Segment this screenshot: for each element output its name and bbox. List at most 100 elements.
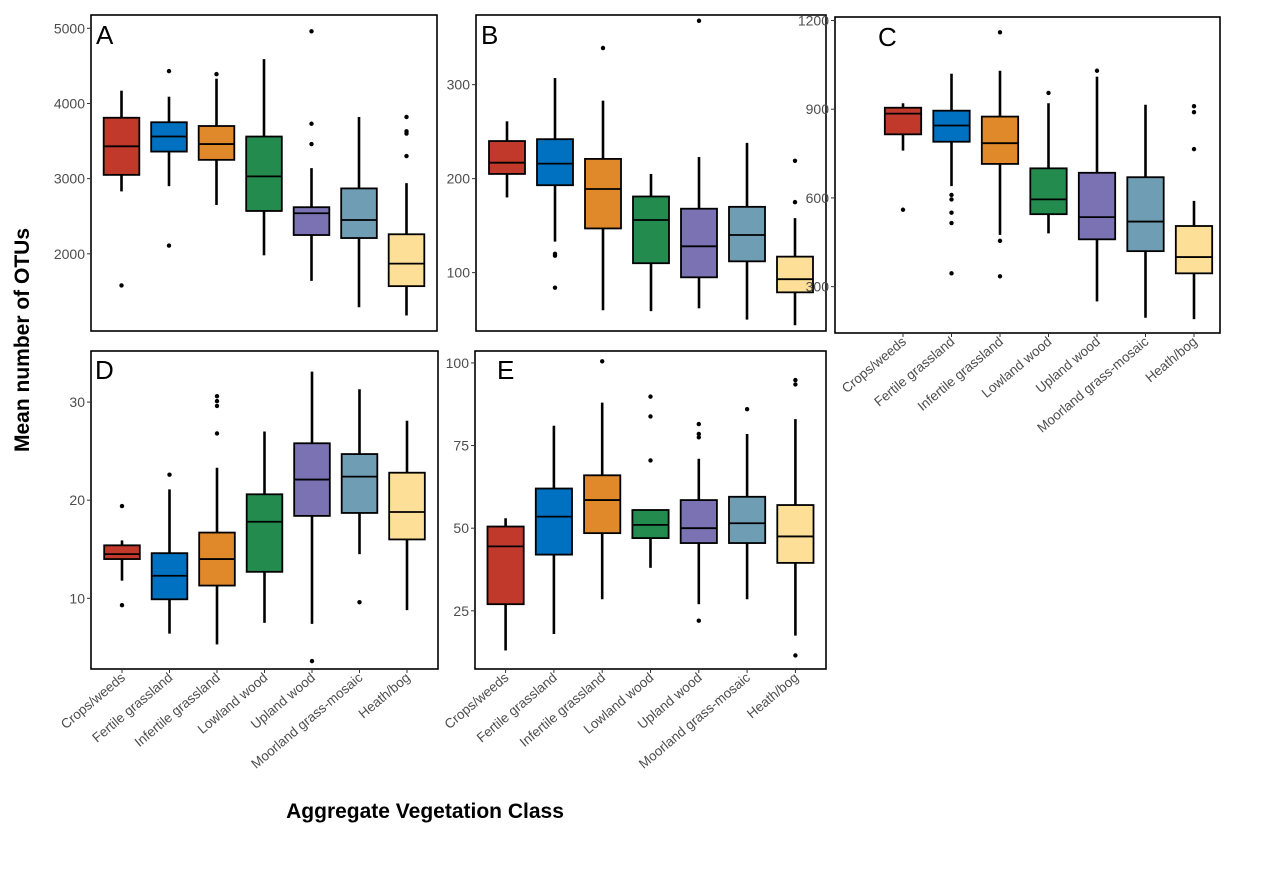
panel-letter-c: C (878, 22, 897, 52)
outlier-point (309, 29, 314, 34)
box-c-2 (932, 73, 971, 276)
y-tick-label: 1200 (798, 12, 829, 28)
outlier-point (949, 271, 954, 276)
box-iqr (387, 233, 426, 288)
outlier-point (600, 359, 605, 364)
box-iqr (1029, 167, 1068, 216)
outlier-point (404, 114, 409, 120)
y-tick-label: 25 (453, 603, 469, 619)
outlier-point (119, 503, 125, 509)
outlier-point (696, 421, 701, 427)
box-e-4 (631, 394, 670, 568)
outlier-point (696, 435, 701, 440)
box-d-6 (340, 389, 379, 605)
outlier-point (696, 618, 701, 623)
y-tick-label: 3000 (54, 171, 85, 187)
box-iqr (245, 135, 283, 212)
outlier-point (1191, 146, 1197, 152)
box-iqr (340, 187, 378, 239)
outlier-point (357, 600, 362, 605)
outlier-point (214, 431, 220, 436)
box-a-5 (292, 29, 331, 281)
y-tick-label: 4000 (54, 95, 85, 111)
y-tick-label: 900 (806, 101, 830, 117)
outlier-point (552, 251, 558, 257)
outlier-point (997, 30, 1003, 35)
x-tick-label: Fertile grassland (89, 670, 175, 746)
box-iqr (583, 474, 622, 535)
y-tick-label: 75 (453, 438, 469, 454)
x-tick-label: Infertile grassland (517, 670, 608, 750)
y-tick-label: 100 (446, 355, 470, 371)
box-e-3 (583, 359, 622, 600)
box-c-5 (1077, 68, 1117, 302)
box-a-6 (340, 116, 378, 308)
box-iqr (679, 499, 718, 544)
box-a-4 (245, 59, 283, 256)
box-iqr (776, 255, 814, 294)
box-iqr (584, 158, 622, 230)
box-e-7 (776, 377, 815, 658)
panel-letter-e: E (497, 355, 514, 385)
outlier-point (309, 121, 314, 126)
outlier-point (997, 274, 1003, 279)
outlier-point (793, 653, 798, 658)
outlier-point (648, 458, 653, 463)
y-tick-label: 300 (447, 77, 471, 93)
y-tick-label: 20 (69, 492, 85, 508)
outlier-point (214, 71, 219, 77)
panel-letter-d: D (95, 355, 114, 385)
x-tick-label: Fertile grassland (474, 670, 560, 746)
outlier-point (404, 129, 409, 134)
box-iqr (292, 206, 331, 236)
outlier-point (600, 45, 606, 51)
x-tick-label: Heath/bog (744, 670, 801, 722)
box-c-4 (1029, 90, 1068, 234)
box-b-7 (776, 158, 814, 326)
box-iqr (1126, 176, 1165, 253)
outlier-point (214, 403, 220, 409)
y-tick-label: 200 (447, 171, 471, 187)
y-tick-label: 100 (447, 265, 471, 281)
panel-frame (834, 16, 1221, 334)
box-iqr (536, 138, 574, 187)
box-c-7 (1174, 104, 1214, 320)
box-iqr (728, 205, 766, 263)
box-b-2 (536, 78, 574, 290)
y-tick-label: 30 (69, 394, 85, 410)
box-a-7 (387, 114, 426, 316)
outlier-point (119, 283, 124, 288)
outlier-point (997, 238, 1003, 244)
outlier-point (696, 18, 702, 23)
outlier-point (648, 394, 653, 399)
outlier-point (744, 406, 750, 412)
box-d-3 (198, 393, 236, 645)
box-iqr (197, 125, 236, 161)
box-b-5 (680, 18, 718, 309)
outlier-point (949, 197, 954, 202)
outlier-point (119, 602, 125, 608)
outlier-point (167, 472, 172, 477)
box-iqr (776, 504, 815, 564)
box-d-1 (103, 503, 141, 608)
y-tick-label: 2000 (54, 246, 85, 262)
outlier-point (166, 68, 172, 74)
box-a-1 (102, 90, 141, 288)
y-tick-label: 50 (453, 520, 469, 536)
box-b-4 (632, 173, 670, 312)
outlier-point (309, 141, 314, 147)
box-d-4 (245, 431, 284, 623)
outlier-point (793, 377, 798, 383)
box-e-1 (486, 518, 525, 651)
outlier-point (214, 398, 220, 404)
box-iqr (245, 493, 284, 573)
outlier-point (792, 158, 798, 163)
outlier-point (552, 285, 558, 290)
panel-a: 2000 3000 4000 5000 A (54, 14, 438, 332)
outlier-point (900, 207, 906, 212)
box-c-3 (980, 30, 1020, 279)
